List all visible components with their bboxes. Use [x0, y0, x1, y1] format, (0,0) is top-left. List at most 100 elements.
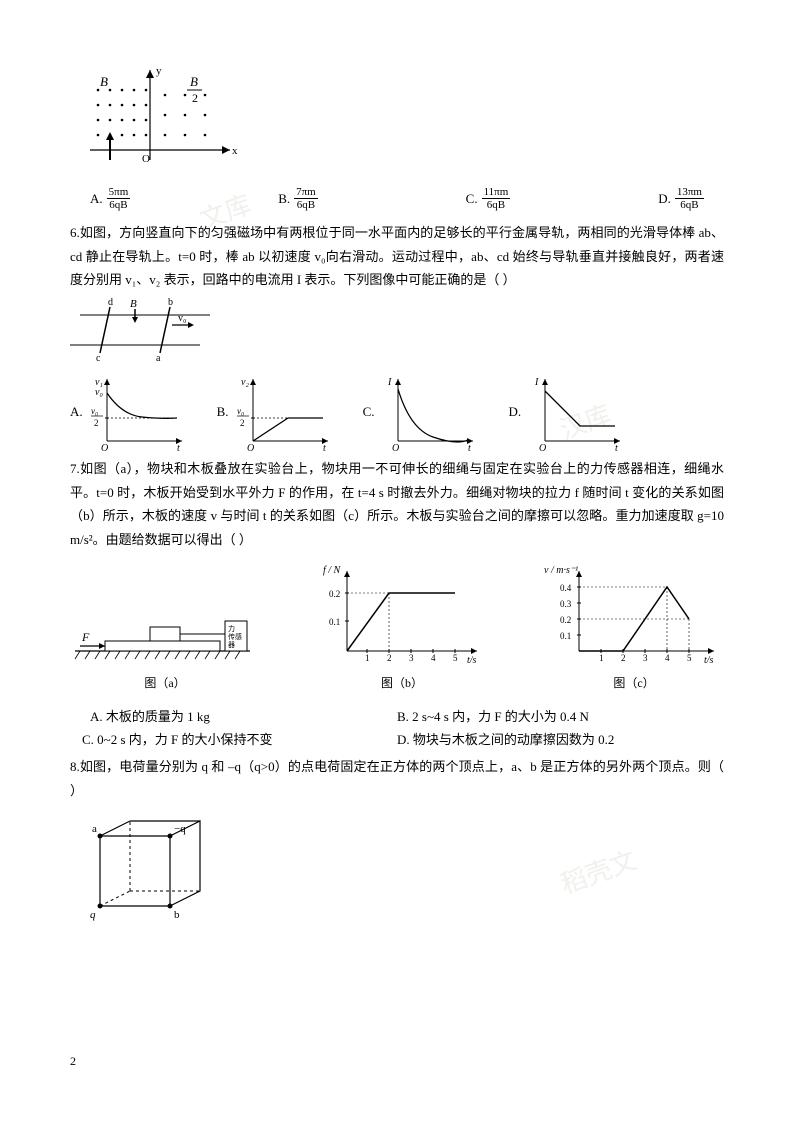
- q7-fig-b: f / N t/s 0.1 0.2 1 2 3 4 5 图（b）: [317, 561, 487, 695]
- xtick: 4: [431, 653, 436, 663]
- q6-rail-figure: d b c a B v₀: [70, 295, 724, 365]
- page-number: 2: [70, 1051, 76, 1073]
- frac-num: 5πm: [107, 186, 131, 199]
- y-label-2: v₀: [95, 387, 103, 398]
- q6-text: 6.如图，方向竖直向下的匀强磁场中有两根位于同一水平面内的足够长的平行金属导轨，…: [70, 221, 724, 291]
- q8-body: 如图，电荷量分别为 q 和 –q（q>0）的点电荷固定在正方体的两个顶点上，a、…: [70, 759, 724, 797]
- q5-option-d: D. 13πm6qB: [658, 186, 704, 211]
- x-label: t: [323, 443, 326, 451]
- frac-num: 13πm: [675, 186, 704, 199]
- xtick: 2: [621, 653, 626, 663]
- xtick: 5: [453, 653, 458, 663]
- q6-number: 6.: [70, 225, 80, 240]
- option-letter: D.: [658, 187, 671, 210]
- axis-y-label: y: [156, 65, 162, 77]
- y-label: I: [534, 377, 539, 388]
- label-a: a: [92, 823, 97, 835]
- label-q: q: [90, 909, 96, 921]
- half-tick: v₀: [91, 406, 98, 416]
- q7-body: 如图（a），物块和木板叠放在实验台上，物块用一不可伸长的细绳与固定在实验台上的力…: [70, 461, 724, 546]
- right-B-denom: 2: [192, 91, 198, 105]
- x-label: t: [615, 443, 618, 451]
- y-label: I: [387, 377, 392, 388]
- q8-text: 8.如图，电荷量分别为 q 和 –q（q>0）的点电荷固定在正方体的两个顶点上，…: [70, 755, 724, 802]
- option-letter: C.: [466, 187, 478, 210]
- ytick: 0.3: [560, 599, 572, 609]
- label-v0: v₀: [178, 313, 187, 324]
- frac-den: 6qB: [482, 199, 511, 211]
- ytick: 0.2: [560, 615, 571, 625]
- x-label: t: [177, 443, 180, 451]
- origin: O: [247, 443, 254, 451]
- q5-options: A. 5πm6qB B. 7πm6qB C. 11πm6qB D. 13πm6q…: [70, 186, 724, 211]
- half-tick: v₀: [237, 406, 244, 416]
- q7-option-a: A. 木板的质量为 1 kg: [70, 705, 397, 728]
- xtick: 1: [599, 653, 604, 663]
- q7-text: 7.如图（a），物块和木板叠放在实验台上，物块用一不可伸长的细绳与固定在实验台上…: [70, 457, 724, 551]
- y-label: v₂: [241, 377, 249, 388]
- ytick: 0.4: [560, 583, 572, 593]
- fig-b-xlabel: t/s: [467, 655, 477, 666]
- q7-option-b: B. 2 s~4 s 内，力 F 的大小为 0.4 N: [397, 705, 724, 728]
- q7-fig-c: v / m·s⁻¹ t/s 0.1 0.2 0.3 0.4 1 2 3 4 5 …: [544, 561, 724, 695]
- x-label: t: [468, 443, 471, 451]
- half-denom: 2: [240, 418, 245, 428]
- origin-label: O: [142, 153, 150, 165]
- q6-option-graphs: A. v₁ v₀ v₀ 2 t O B. v₂ v₀ 2 t O: [70, 371, 724, 451]
- svg-text:器: 器: [228, 641, 235, 649]
- q6-option-b: B. v₂ v₀ 2 t O: [217, 371, 333, 451]
- fig-b-ylabel: f / N: [323, 565, 342, 576]
- q7-number: 7.: [70, 461, 80, 476]
- ytick: 0.1: [329, 617, 340, 627]
- fig-b-caption: 图（b）: [317, 673, 487, 695]
- q7-options: A. 木板的质量为 1 kg B. 2 s~4 s 内，力 F 的大小为 0.4…: [70, 705, 724, 752]
- ytick: 0.1: [560, 631, 571, 641]
- sensor-label: 力: [228, 624, 235, 633]
- fig-c-xlabel: t/s: [704, 655, 714, 666]
- q6-body: 如图，方向竖直向下的匀强磁场中有两根位于同一水平面内的足够长的平行金属导轨，两相…: [70, 225, 724, 287]
- option-letter: A.: [90, 187, 103, 210]
- xtick: 5: [687, 653, 692, 663]
- origin: O: [539, 443, 546, 451]
- frac-den: 6qB: [107, 199, 131, 211]
- q6-option-a: A. v₁ v₀ v₀ 2 t O: [70, 371, 187, 451]
- frac-num: 11πm: [482, 186, 511, 199]
- half-denom: 2: [94, 418, 99, 428]
- origin: O: [101, 443, 108, 451]
- frac-num: 7πm: [294, 186, 318, 199]
- q6-option-c: C. I t O: [363, 371, 479, 451]
- label-c: c: [96, 353, 101, 364]
- q7-figures: 力 传感 器 F 图（a） f / N t/s 0.1 0.2 1 2 3 4 …: [70, 561, 724, 695]
- right-B-label: B: [190, 74, 198, 89]
- label-minus-q: −q: [174, 823, 186, 835]
- option-letter: A.: [70, 400, 83, 423]
- q7-option-c: C. 0~2 s 内，力 F 的大小保持不变: [70, 728, 397, 751]
- force-label: F: [81, 630, 90, 644]
- q5-figure: x y O B B 2: [70, 60, 724, 180]
- frac-den: 6qB: [294, 199, 318, 211]
- option-letter: B.: [278, 187, 290, 210]
- label-d: d: [108, 297, 113, 308]
- xtick: 4: [665, 653, 670, 663]
- q5-option-b: B. 7πm6qB: [278, 186, 318, 211]
- xtick: 3: [643, 653, 648, 663]
- q7-option-d: D. 物块与木板之间的动摩擦因数为 0.2: [397, 728, 724, 751]
- ytick: 0.2: [329, 589, 340, 599]
- fig-a-caption: 图（a）: [70, 673, 260, 695]
- q7-fig-a: 力 传感 器 F 图（a）: [70, 591, 260, 695]
- svg-text:传感: 传感: [228, 632, 242, 641]
- xtick: 2: [387, 653, 392, 663]
- q5-option-c: C. 11πm6qB: [466, 186, 511, 211]
- label-a: a: [156, 353, 161, 364]
- fig-c-caption: 图（c）: [544, 673, 724, 695]
- q8-number: 8.: [70, 759, 80, 774]
- fig-c-ylabel: v / m·s⁻¹: [544, 565, 578, 576]
- origin: O: [392, 443, 399, 451]
- label-B: B: [130, 298, 137, 310]
- axis-x-label: x: [232, 145, 238, 157]
- xtick: 1: [365, 653, 370, 663]
- xtick: 3: [409, 653, 414, 663]
- option-letter: B.: [217, 400, 229, 423]
- label-b: b: [174, 909, 180, 921]
- option-letter: D.: [508, 400, 521, 423]
